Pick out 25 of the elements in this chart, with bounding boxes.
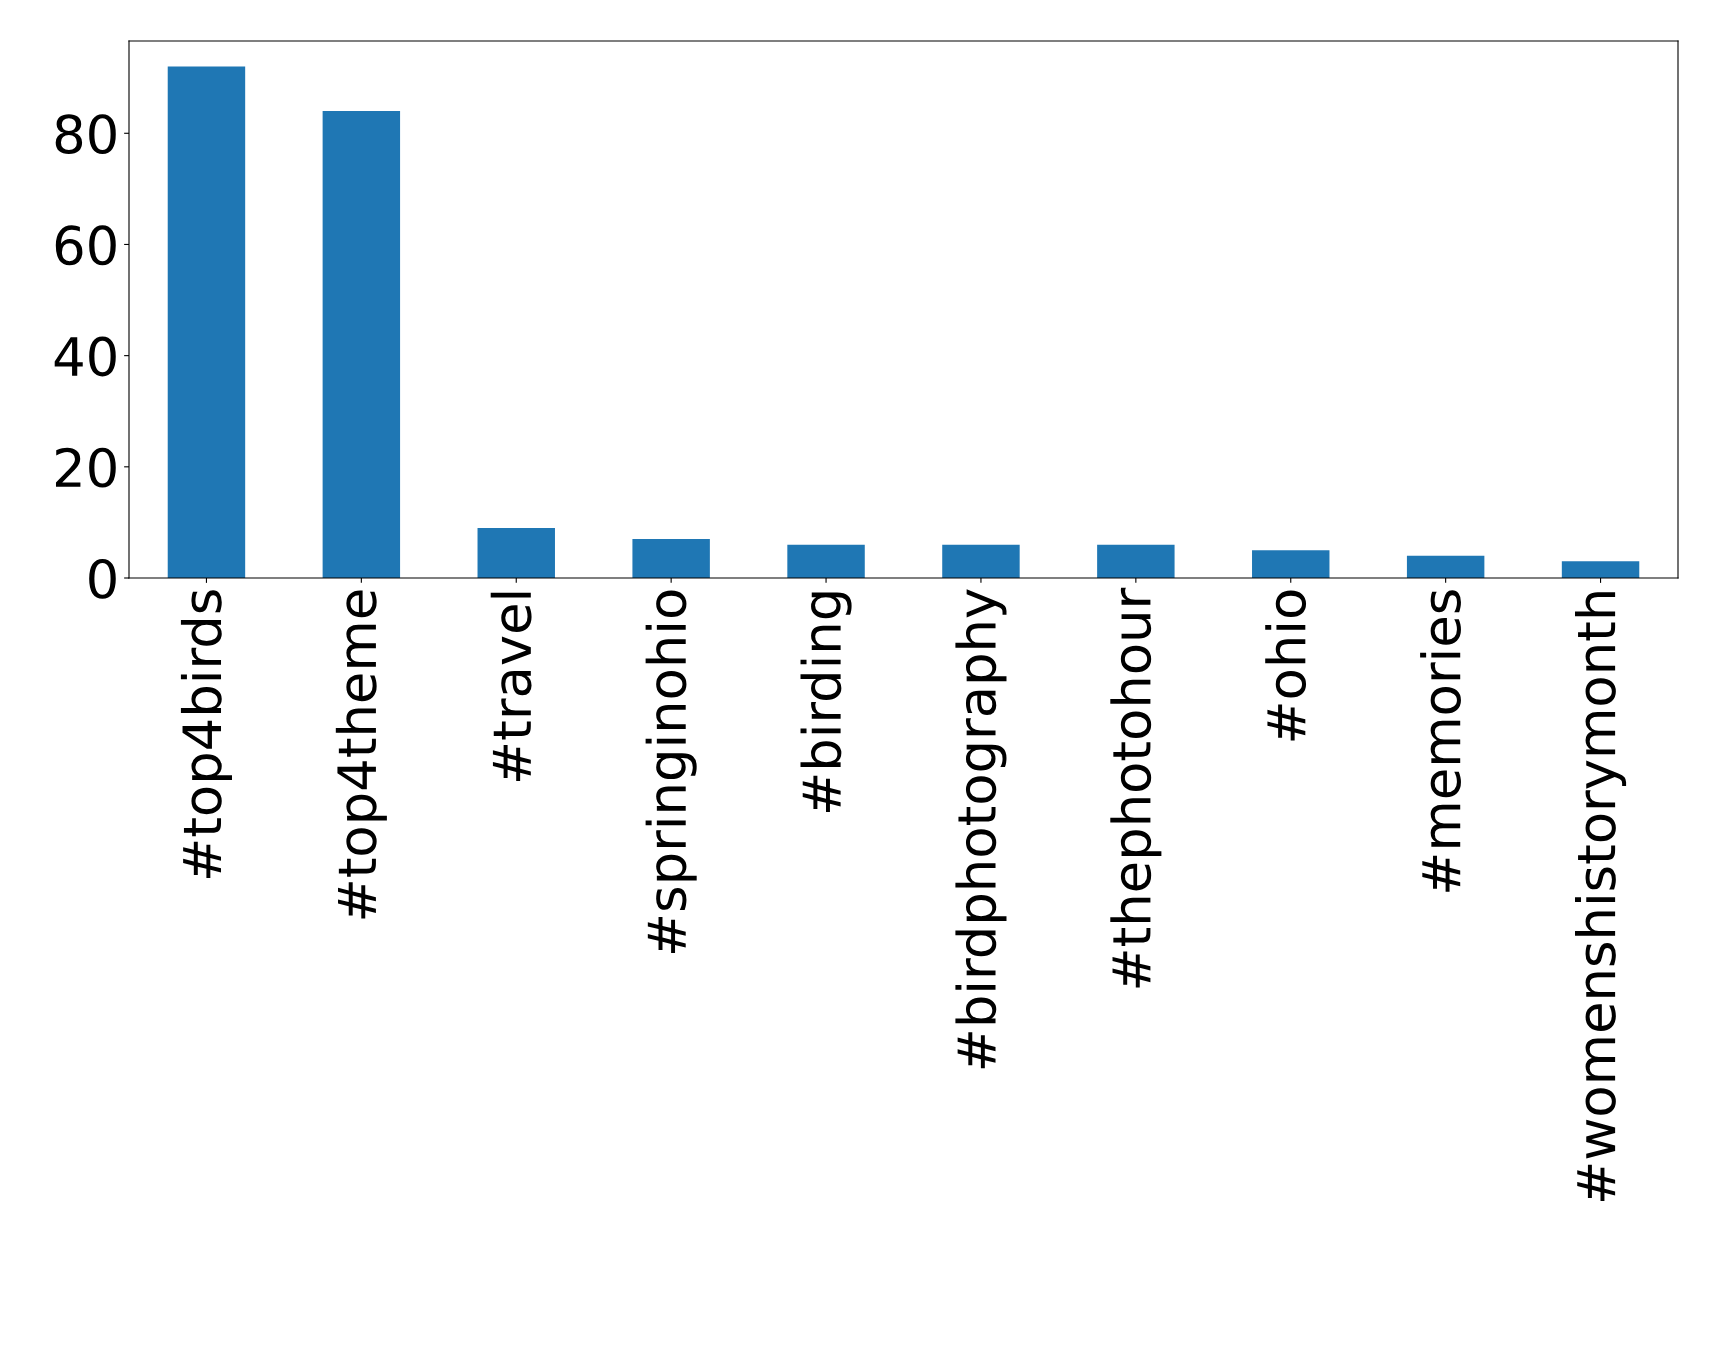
x-tick-label: #travel bbox=[490, 592, 532, 781]
x-tick-label: #thephotohour bbox=[1110, 587, 1162, 988]
bar bbox=[632, 539, 710, 578]
y-tick-label: 40 bbox=[54, 336, 116, 377]
bar bbox=[1561, 561, 1640, 578]
x-tick-label: #memories bbox=[1420, 590, 1461, 892]
bar bbox=[477, 527, 555, 578]
x-tick-label: #top4birds bbox=[180, 590, 232, 878]
y-tick-label: 20 bbox=[55, 447, 116, 488]
y-tick-label: 80 bbox=[55, 114, 116, 155]
bar bbox=[1406, 555, 1485, 578]
x-tick-label: #top4theme bbox=[335, 590, 387, 919]
x-tick-label: #birdphotography bbox=[955, 589, 1007, 1069]
y-tick-label: 60 bbox=[55, 225, 116, 266]
bar bbox=[322, 111, 401, 578]
bar bbox=[1097, 544, 1175, 578]
bar bbox=[1252, 550, 1330, 578]
x-tick-label: #ohio bbox=[1265, 590, 1307, 741]
bar bbox=[167, 66, 246, 578]
x-tick-label: #springinohio bbox=[645, 590, 697, 953]
x-tick-label: #womenshistorymonth bbox=[1575, 592, 1627, 1201]
bar bbox=[787, 544, 865, 578]
bar bbox=[942, 544, 1020, 578]
x-tick-label: #birding bbox=[800, 592, 852, 812]
y-tick-label: 0 bbox=[89, 558, 116, 599]
